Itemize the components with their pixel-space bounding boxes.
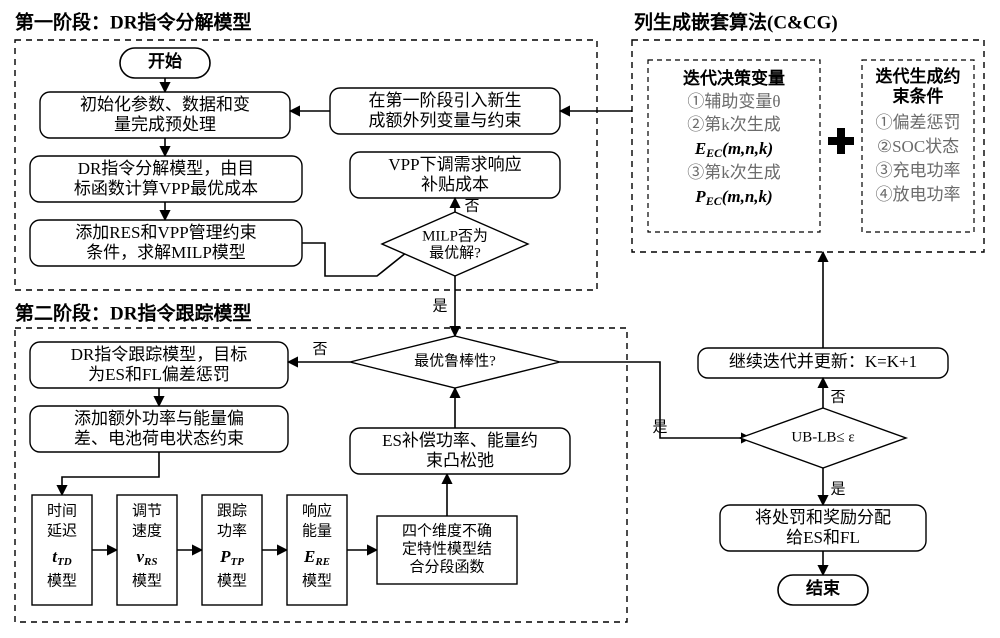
b2a: 调节 [132, 502, 162, 519]
ccg-title: 列生成嵌套算法(C&CG) [634, 10, 838, 33]
robust-yes: 是 [652, 419, 667, 435]
b3b: 功率 [217, 522, 247, 539]
dr-l2: 标函数计算VPP最优成本 [74, 179, 258, 198]
model-row: 时间 延迟 tTD 模型 调节 速度 vRS 模型 跟踪 功率 PTP 模型 响… [32, 495, 377, 605]
res-l2: 条件，求解MILP模型 [86, 243, 246, 262]
init-l1: 初始化参数、数据和变 [80, 95, 250, 114]
add-l2: 差、电池荷电状态约束 [74, 429, 244, 448]
milp-l1: MILP否为 [422, 227, 488, 244]
constr-2: ②SOC状态 [877, 137, 959, 156]
itervar-2: ②第k次生成 [687, 115, 781, 134]
comb-l1: 四个维度不确 [402, 522, 492, 539]
itervar-1: ①辅助变量θ [687, 92, 780, 111]
ublb-no: 否 [830, 389, 845, 405]
robust-label: 最优鲁棒性? [414, 352, 496, 369]
track-l1: DR指令跟踪模型，目标 [71, 345, 248, 364]
b3d: 模型 [217, 572, 247, 589]
ublb-label: UB-LB≤ ε [791, 429, 854, 445]
init-l2: 量完成预处理 [114, 115, 216, 134]
comb-l3: 合分段函数 [409, 558, 484, 575]
itervar-title: 迭代决策变量 [683, 68, 785, 88]
end-label: 结束 [806, 578, 840, 598]
newcol-l1: 在第一阶段引入新生 [369, 91, 522, 110]
b1b: 延迟 [47, 522, 77, 539]
b4b: 能量 [302, 522, 332, 539]
plus-icon [828, 128, 854, 154]
arrow-add-b1 [62, 452, 159, 495]
vpp-l1: VPP下调需求响应 [388, 155, 521, 174]
milp-yes: 是 [432, 298, 447, 314]
constr-4: ④放电功率 [876, 185, 961, 204]
milp-no: 否 [464, 198, 479, 214]
constr-1: ①偏差惩罚 [876, 113, 961, 132]
alloc-l1: 将处罚和奖励分配 [755, 508, 891, 527]
ublb-yes: 是 [830, 481, 845, 497]
es-l1: ES补偿功率、能量约 [382, 431, 538, 450]
es-l2: 束凸松弛 [426, 451, 494, 470]
flowchart-canvas: 第一阶段：DR指令分解模型 开始 初始化参数、数据和变 量完成预处理 DR指令分… [0, 0, 1000, 638]
b2d: 模型 [132, 572, 162, 589]
b3a: 跟踪 [217, 502, 247, 519]
comb-l2: 定特性模型结 [402, 540, 492, 557]
constr-3: ③充电功率 [876, 161, 961, 180]
newcol-l2: 成额外列变量与约束 [369, 111, 522, 130]
alloc-l2: 给ES和FL [786, 528, 860, 547]
iterupdate-label: 继续迭代并更新：K=K+1 [729, 352, 917, 371]
phase2-title: 第二阶段：DR指令跟踪模型 [15, 301, 251, 324]
itervar-4: ③第k次生成 [687, 163, 781, 182]
track-l2: 为ES和FL偏差惩罚 [88, 365, 230, 384]
constr-t2: 束条件 [893, 86, 944, 106]
vpp-l2: 补贴成本 [421, 175, 489, 194]
milp-l2: 最优解? [429, 244, 481, 261]
robust-no: 否 [312, 341, 327, 357]
res-l1: 添加RES和VPP管理约束 [75, 223, 256, 242]
start-label: 开始 [148, 51, 182, 71]
add-l1: 添加额外功率与能量偏 [74, 409, 244, 428]
constr-t1: 迭代生成约 [876, 66, 961, 86]
b4a: 响应 [302, 501, 332, 519]
b2b: 速度 [132, 522, 162, 539]
b1d: 模型 [47, 572, 77, 589]
dr-l1: DR指令分解模型，由目 [78, 159, 255, 178]
itervar-3: EEC(m,n,k) [694, 139, 773, 160]
b4d: 模型 [302, 572, 332, 589]
phase1-title: 第一阶段：DR指令分解模型 [15, 10, 251, 33]
b1a: 时间 [47, 502, 77, 519]
